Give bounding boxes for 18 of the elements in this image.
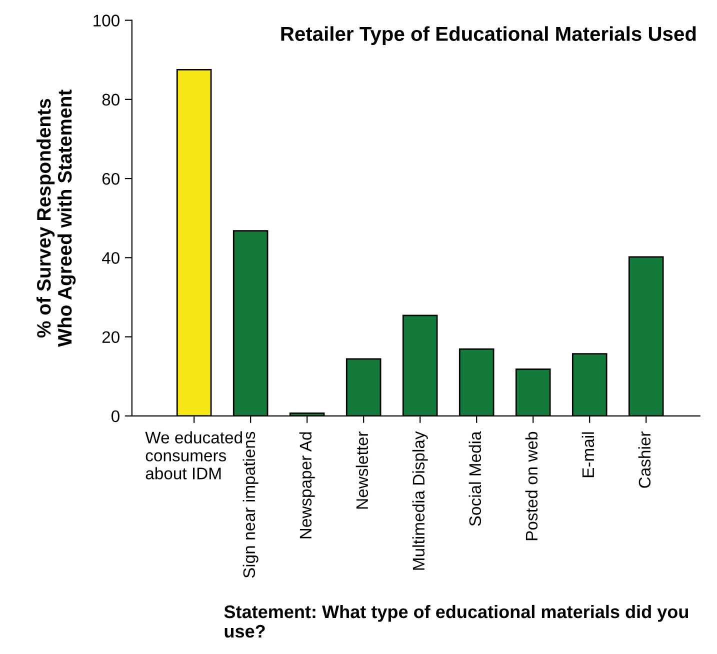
x-tick-label: Cashier: [638, 431, 651, 488]
y-tick-label: 40: [102, 252, 120, 264]
x-tick-label: We educated consumers about IDM: [145, 431, 242, 480]
y-tick-label: 80: [102, 94, 120, 106]
x-tick-label: Posted on web: [525, 432, 538, 540]
chart-title: Retailer Type of Educational Materials Used: [281, 26, 696, 45]
x-tick-label: Newspaper Ad: [299, 432, 315, 538]
x-tick-label: E-mail: [582, 432, 594, 478]
y-tick-label: 20: [102, 331, 120, 344]
y-tick-label: 0: [112, 410, 120, 422]
x-tick-label: Sign near impatiens: [242, 432, 258, 578]
y-tick-label: 100: [94, 14, 120, 26]
x-tick-label: Newsletter: [356, 431, 368, 509]
y-axis-title: % of Survey Respondents Who Agreed with Statement: [36, 90, 76, 347]
x-tick-label: Social Media: [468, 431, 482, 526]
x-tick-label: Multimedia Display: [412, 431, 428, 570]
y-tick-label: 60: [102, 172, 120, 185]
x-axis-title: Statement: What type of educational materials did you use?: [224, 604, 688, 638]
